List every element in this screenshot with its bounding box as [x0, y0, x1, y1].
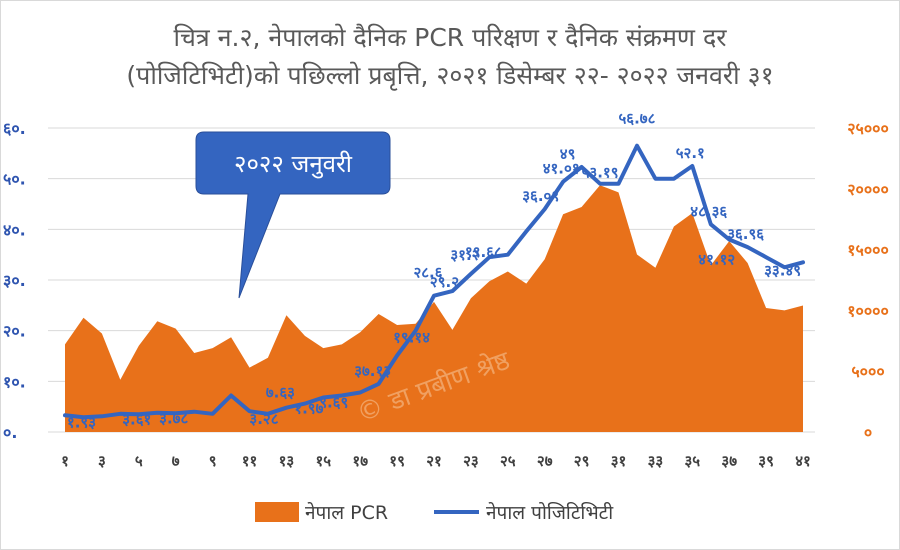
- data-label: ३.६१: [122, 410, 151, 428]
- x-tick-label: ३७: [721, 452, 737, 470]
- data-label: ९.६९: [319, 394, 348, 412]
- y-right-tick-label: १००००: [847, 301, 889, 320]
- data-label: ३७.१३: [354, 362, 391, 380]
- x-tick-label: ३९: [758, 452, 774, 470]
- y-left-tick-label: ३०.: [3, 271, 26, 290]
- series-line-positivity: [63, 143, 805, 420]
- x-tick-label: २१: [426, 452, 442, 470]
- x-tick-label: १७: [352, 452, 368, 470]
- legend-label-positivity: नेपाल पोजिटिभिटी: [486, 501, 614, 524]
- data-label: ५२.१: [676, 144, 705, 162]
- y-left-tick-label: ६०.: [3, 119, 26, 138]
- x-tick-label: ३१: [611, 452, 627, 470]
- data-label: ३३.४९: [764, 261, 801, 279]
- y-left-tick-label: २०.: [3, 322, 26, 341]
- x-tick-label: १: [61, 452, 69, 470]
- chart-title-line-2: (पोजिटिभिटी)को पछिल्लो प्रबृत्ति, २०२१ ड…: [126, 61, 774, 90]
- x-tick-label: ४१: [795, 452, 811, 470]
- data-label: ४१.१२: [698, 250, 735, 268]
- data-label: ४८.३६: [690, 202, 727, 220]
- data-label: १९.६८: [465, 243, 502, 261]
- y-right-tick-label: १५०००: [847, 241, 889, 260]
- callout-text: २०२२ जनुवरी: [234, 150, 353, 179]
- data-label: १९.१४: [393, 329, 430, 347]
- x-tick-label: ३: [98, 452, 106, 470]
- x-tick-label: ३५: [684, 452, 700, 470]
- x-tick-label: ३३: [648, 452, 664, 470]
- y-left-tick-label: ०.: [3, 423, 17, 442]
- y-right-tick-label: २००००: [847, 180, 889, 199]
- x-tick-label: १३: [279, 452, 295, 470]
- chart-title-line-1: चित्र न.२, नेपालको दैनिक PCR परिक्षण र द…: [173, 23, 727, 52]
- legend-swatch-pcr: [255, 502, 299, 522]
- data-label: ३.२८: [249, 410, 278, 428]
- x-tick-label: २३: [463, 452, 479, 470]
- data-label: ३१.२: [450, 246, 479, 264]
- x-tick-label: ७: [172, 452, 180, 470]
- data-label: ३.७८: [159, 409, 188, 427]
- data-label: ४१.०१: [543, 160, 580, 178]
- callout-box: [195, 131, 391, 299]
- x-tick-label: २९: [574, 452, 590, 470]
- data-label: ४९: [560, 145, 576, 163]
- data-label: १.९७: [294, 400, 323, 418]
- y-right-tick-label: ०: [864, 423, 872, 442]
- data-label: ३६.९६: [727, 225, 764, 243]
- x-tick-label: ९: [209, 452, 217, 470]
- series-area-pcr: [65, 185, 803, 432]
- data-label: ५३.१९: [582, 164, 619, 182]
- data-label: २९.२: [430, 273, 459, 291]
- x-tick-label: १५: [315, 452, 331, 470]
- y-right-tick-label: २५०००: [847, 119, 889, 138]
- y-left-tick-label: १०.: [3, 372, 26, 391]
- x-tick-label: ५: [135, 452, 143, 470]
- x-tick-label: ११: [242, 452, 258, 470]
- y-right-tick-label: ५०००: [851, 362, 884, 381]
- y-left-tick-label: ५०.: [3, 170, 26, 189]
- data-label: ५६.७८: [618, 110, 655, 128]
- data-label: ७.६३: [266, 384, 295, 402]
- x-tick-label: १९: [389, 452, 405, 470]
- data-label: १.९३: [67, 413, 96, 431]
- x-tick-label: २५: [500, 452, 516, 470]
- y-left-tick-label: ४०.: [3, 220, 26, 239]
- data-label: २८.६: [413, 264, 442, 282]
- x-tick-label: २७: [537, 452, 553, 470]
- data-label: ३६.०९: [522, 187, 559, 205]
- legend-label-pcr: नेपाल PCR: [305, 501, 388, 524]
